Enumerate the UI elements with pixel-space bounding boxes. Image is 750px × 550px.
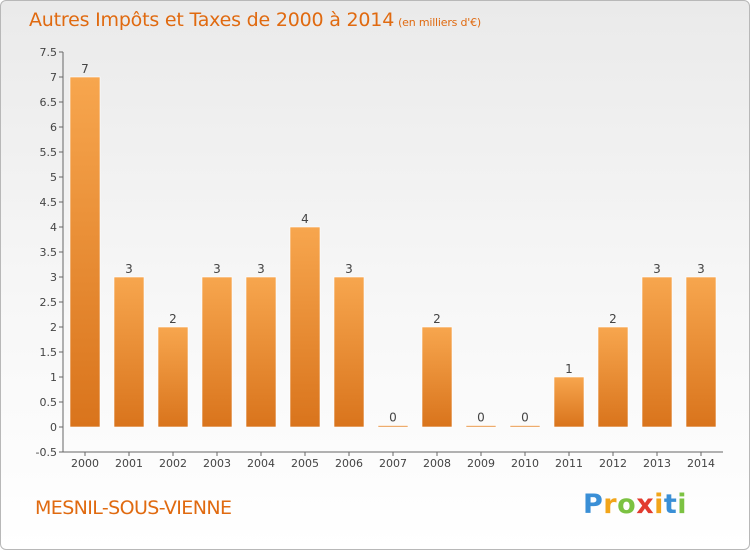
bar <box>465 425 497 428</box>
bar <box>377 425 409 428</box>
data-label: 3 <box>345 262 353 276</box>
x-tick-label: 2005 <box>291 457 319 470</box>
data-label: 0 <box>521 411 529 425</box>
y-tick-label: -0.5 <box>36 446 57 459</box>
data-label: 3 <box>213 262 221 276</box>
chart-title-block: Autres Impôts et Taxes de 2000 à 2014 (en… <box>29 9 481 31</box>
bar <box>509 425 541 428</box>
y-tick-label: 3 <box>50 271 57 284</box>
y-tick-label: 4.5 <box>40 196 58 209</box>
y-tick-label: 2 <box>50 321 57 334</box>
x-tick-label: 2011 <box>555 457 583 470</box>
y-tick-label: 0 <box>50 421 57 434</box>
y-tick-label: 7 <box>50 71 57 84</box>
y-tick-label: 1.5 <box>40 346 58 359</box>
y-tick-label: 4 <box>50 221 57 234</box>
bar <box>201 276 233 428</box>
logo-letter: i <box>654 489 664 520</box>
logo-letter: x <box>636 489 655 520</box>
data-label: 4 <box>301 212 309 226</box>
data-label: 3 <box>257 262 265 276</box>
y-tick-label: 1 <box>50 371 57 384</box>
x-tick-label: 2008 <box>423 457 451 470</box>
x-tick-label: 2001 <box>115 457 143 470</box>
data-label: 2 <box>433 312 441 326</box>
logo-letter: t <box>663 489 678 520</box>
x-tick-label: 2003 <box>203 457 231 470</box>
bar <box>421 326 453 428</box>
bar <box>69 76 101 428</box>
x-tick-label: 2007 <box>379 457 407 470</box>
x-tick-label: 2012 <box>599 457 627 470</box>
y-tick-label: 6.5 <box>40 96 58 109</box>
data-label: 3 <box>653 262 661 276</box>
data-label: 0 <box>477 411 485 425</box>
bar <box>597 326 629 428</box>
chart-title: Autres Impôts et Taxes de 2000 à 2014 <box>29 9 395 31</box>
x-tick-label: 2010 <box>511 457 539 470</box>
x-tick-label: 2002 <box>159 457 187 470</box>
y-tick-label: 7.5 <box>40 46 58 59</box>
data-label: 0 <box>389 411 397 425</box>
data-label: 2 <box>609 312 617 326</box>
logo-letter: P <box>583 489 604 520</box>
x-tick-label: 2000 <box>71 457 99 470</box>
bar <box>553 376 585 428</box>
bar <box>113 276 145 428</box>
y-tick-label: 0.5 <box>40 396 58 409</box>
logo-letter: i <box>677 489 688 520</box>
data-label: 2 <box>169 312 177 326</box>
logo-letter: r <box>603 489 618 520</box>
y-tick-label: 2.5 <box>40 296 58 309</box>
x-tick-label: 2014 <box>687 457 715 470</box>
x-tick-label: 2004 <box>247 457 275 470</box>
bar <box>245 276 277 428</box>
data-label: 3 <box>125 262 133 276</box>
y-tick-label: 6 <box>50 121 57 134</box>
place-name: MESNIL-SOUS-VIENNE <box>35 497 232 519</box>
bar <box>289 226 321 428</box>
bar <box>641 276 673 428</box>
y-tick-label: 5.5 <box>40 146 58 159</box>
proxiti-logo: Proxiti <box>583 489 687 520</box>
y-tick-label: 3.5 <box>40 246 58 259</box>
data-label: 7 <box>81 62 89 76</box>
bar <box>685 276 717 428</box>
bar <box>157 326 189 428</box>
data-label: 1 <box>565 362 573 376</box>
chart-unit: (en milliers d'€) <box>398 16 481 29</box>
x-tick-label: 2013 <box>643 457 671 470</box>
data-label: 3 <box>697 262 705 276</box>
x-tick-label: 2006 <box>335 457 363 470</box>
y-tick-label: 5 <box>50 171 57 184</box>
x-tick-label: 2009 <box>467 457 495 470</box>
bar <box>333 276 365 428</box>
logo-letter: o <box>617 489 637 520</box>
